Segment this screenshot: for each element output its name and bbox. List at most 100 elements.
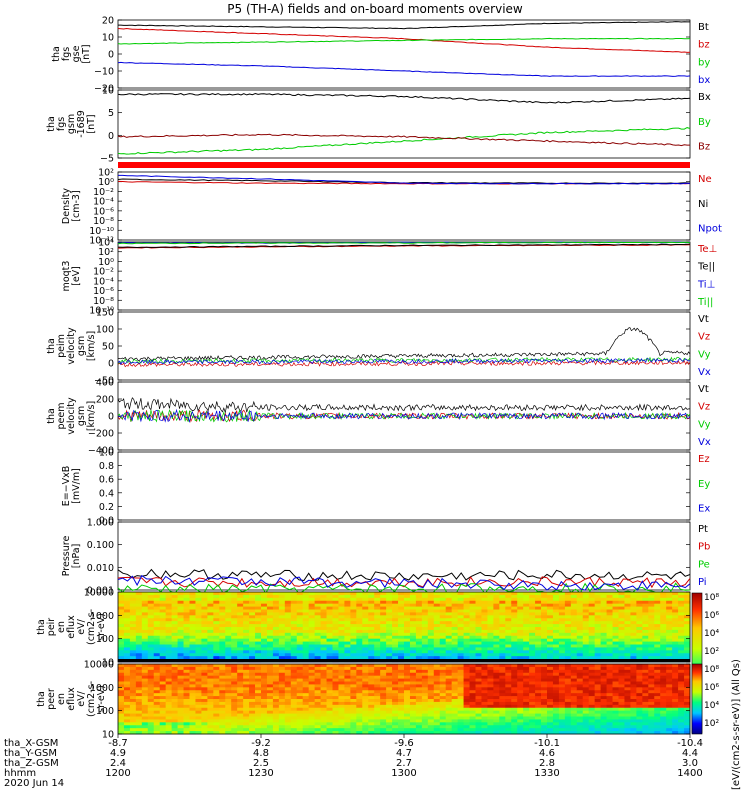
heatmap-cell [183,621,190,625]
heatmap-cell [552,710,560,714]
heatmap-cell [404,716,411,720]
heatmap-cell [231,704,238,709]
heatmap-cell [481,612,488,616]
heatmap-cell [374,664,381,668]
heatmap-cell [493,635,500,640]
heatmap-cell [135,606,143,610]
heatmap-cell [588,638,596,642]
heatmap-cell [392,666,399,671]
heatmap-cell [189,594,196,599]
heatmap-cell [129,641,137,645]
heatmap-cell [261,719,268,723]
heatmap-cell [451,644,459,648]
heatmap-cell [636,597,643,602]
heatmap-cell [249,621,256,625]
heatmap-cell [332,615,339,619]
heatmap-cell [243,731,250,735]
heatmap-cell [475,687,482,691]
heatmap-cell [618,603,625,607]
heatmap-cell [684,594,691,599]
heatmap-cell [475,656,482,660]
legend-Vx: Vx [698,437,711,448]
heatmap-cell [463,597,470,602]
heatmap-cell [421,719,429,723]
heatmap-cell [552,656,560,660]
heatmap-cell [261,603,268,607]
orbit-value: 1230 [248,768,273,779]
heatmap-cell [183,612,190,616]
heatmap-cell [320,728,327,732]
heatmap-cell [207,600,214,605]
heatmap-cell [141,644,149,648]
heatmap-cell [362,722,369,726]
heatmap-cell [207,606,214,610]
heatmap-cell [404,704,411,709]
heatmap-cell [165,609,173,613]
heatmap-cell [296,693,304,697]
heatmap-cell [523,687,530,691]
heatmap-cell [594,728,602,732]
orbit-value: 4.4 [682,748,698,759]
heatmap-cell [618,644,625,648]
heatmap-cell [362,594,369,599]
heatmap-cell [278,621,286,625]
heatmap-cell [654,615,661,619]
heatmap-cell [618,618,625,622]
heatmap-cell [511,728,518,732]
heatmap-cell [231,638,238,642]
heatmap-cell [678,664,685,668]
y-axis-label: eV/ [76,618,87,634]
heatmap-cell [684,716,691,720]
heatmap-cell [666,704,673,709]
heatmap-cell [427,656,435,660]
heatmap-cell [415,687,423,691]
heatmap-cell [547,701,554,706]
heatmap-cell [326,653,333,657]
heatmap-cell [588,687,596,691]
heatmap-cell [445,710,453,714]
heatmap-cell [398,650,405,654]
heatmap-cell [249,627,256,631]
heatmap-cell [141,618,149,622]
heatmap-cell [481,635,488,640]
heatmap-cell [171,707,178,712]
heatmap-cell [356,728,363,732]
orbit-value: -9.2 [251,738,271,749]
heatmap-cell [409,615,417,619]
heatmap-cell [302,699,310,703]
heatmap-cell [171,699,178,703]
heatmap-cell [338,650,345,654]
heatmap-cell [517,684,524,688]
heatmap-cell [433,635,441,640]
heatmap-cell [505,629,512,634]
y-tick-label: 0.2 [99,502,114,513]
heatmap-cell [427,722,435,726]
heatmap-cell [255,632,262,637]
heatmap-cell [576,666,584,671]
heatmap-cell [475,627,482,631]
heatmap-cell [439,728,447,732]
orbit-date: 2020 Jun 14 [4,778,64,789]
heatmap-cell [284,710,292,714]
heatmap-cell [630,693,637,697]
heatmap-cell [231,609,238,613]
heatmap-cell [338,669,345,674]
y-axis-label: [nT] [81,44,92,63]
heatmap-cell [398,618,405,622]
heatmap-cell [332,603,339,607]
heatmap-cell [380,603,387,607]
heatmap-cell [398,632,405,637]
heatmap-cell [261,624,268,628]
heatmap-cell [243,696,250,700]
heatmap-cell [624,666,631,671]
heatmap-cell [201,603,208,607]
heatmap-cell [588,669,596,674]
heatmap-cell [481,707,488,712]
heatmap-cell [445,678,453,682]
heatmap-cell [588,675,596,679]
heatmap-cell [666,650,673,654]
heatmap-cell [529,627,536,631]
heatmap-cell [523,725,530,729]
heatmap-cell [284,704,292,709]
heatmap-cell [529,725,536,729]
